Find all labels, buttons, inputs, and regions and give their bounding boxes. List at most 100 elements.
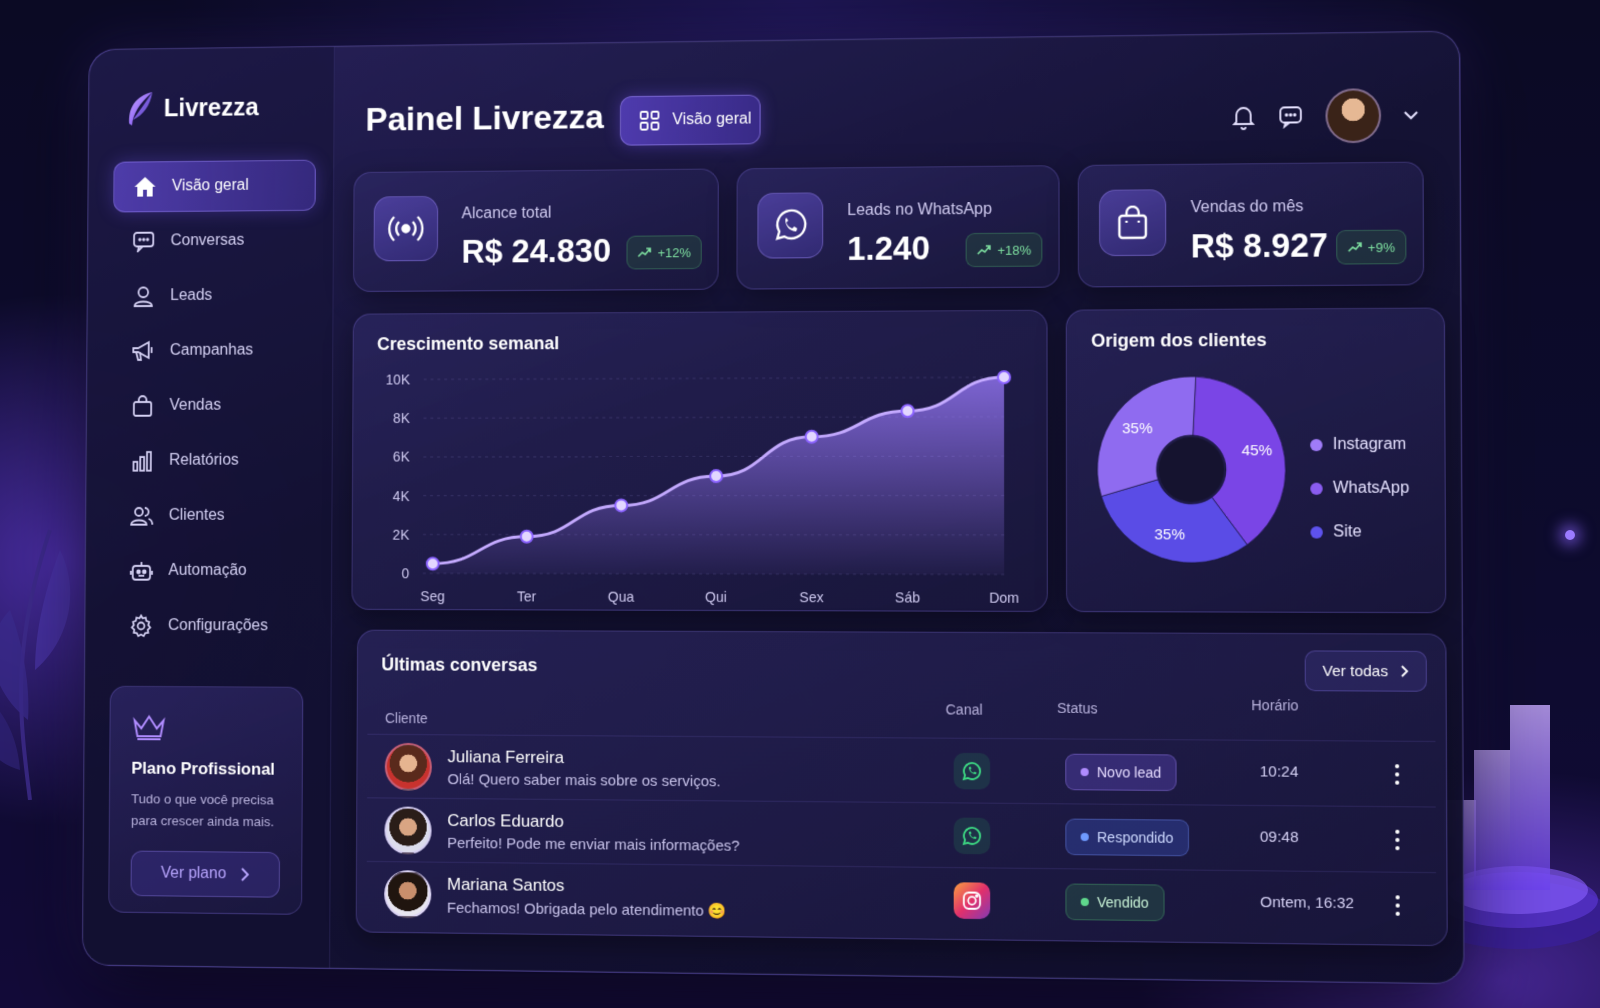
data-point	[902, 405, 914, 417]
trend-up-icon	[977, 244, 991, 256]
table-row[interactable]: Juliana Ferreira Olá! Quero saber mais s…	[367, 734, 1436, 807]
whatsapp-icon	[961, 760, 983, 782]
data-point	[710, 470, 722, 482]
sidebar-item-label: Vendas	[169, 397, 221, 415]
home-icon	[133, 176, 156, 198]
y-tick-label: 0	[402, 565, 410, 581]
message-time: 10:24	[1260, 763, 1299, 781]
chevron-right-icon	[240, 868, 250, 882]
sidebar-item-label: Automação	[168, 562, 246, 580]
weekly-growth-chart: 0 2K 4K 6K 8K 10K Seg Ter Qua Qui Sex Sáb Dom	[352, 311, 1048, 613]
table-row[interactable]: Mariana Santos Fechamos! Obrigada pelo a…	[366, 861, 1436, 938]
avatar	[385, 743, 432, 791]
column-header-canal: Canal	[946, 701, 983, 717]
header-actions	[1231, 88, 1418, 145]
see-plan-label: Ver plano	[161, 865, 227, 884]
sidebar-item-label: Visão geral	[172, 177, 249, 195]
table-row[interactable]: Carlos Eduardo Perfeito! Pode me enviar …	[367, 797, 1436, 872]
grid-icon	[639, 110, 661, 132]
x-tick-label: Seg	[420, 588, 444, 604]
sidebar: Livrezza Visão geral Conversas Leads Cam…	[83, 47, 335, 968]
chevron-right-icon	[1401, 665, 1409, 677]
feather-logo-icon	[125, 90, 154, 127]
legend-item-site: Site	[1310, 510, 1409, 554]
contact-message: Olá! Quero saber mais sobre os serviços.	[447, 771, 720, 790]
sidebar-item-leads[interactable]: Leads	[112, 270, 315, 322]
sidebar-item-relatorios[interactable]: Relatórios	[111, 435, 314, 486]
x-tick-label: Qua	[608, 588, 635, 604]
more-options-icon[interactable]	[1390, 891, 1405, 920]
plant-decoration	[0, 470, 80, 800]
sidebar-item-label: Conversas	[171, 232, 245, 250]
more-options-icon[interactable]	[1390, 760, 1405, 789]
sidebar-item-vendas[interactable]: Vendas	[112, 380, 315, 432]
data-point	[427, 558, 439, 570]
legend-swatch	[1310, 482, 1322, 494]
bag-icon	[1116, 205, 1149, 239]
gear-icon	[129, 614, 152, 638]
more-options-icon[interactable]	[1390, 826, 1405, 855]
see-all-button[interactable]: Ver todas	[1305, 650, 1427, 691]
user-avatar[interactable]	[1325, 88, 1381, 143]
chevron-down-icon[interactable]	[1404, 110, 1418, 120]
plan-description: Tudo o que você precisa para crescer ain…	[131, 788, 280, 832]
brand-name: Livrezza	[164, 93, 259, 122]
y-tick-label: 4K	[393, 488, 411, 504]
stat-card-vendas-mes: Vendas do mês R$ 8.927 +9%	[1078, 162, 1424, 288]
channel-badge	[954, 818, 990, 855]
brand[interactable]: Livrezza	[125, 89, 259, 128]
sidebar-item-label: Configurações	[168, 617, 268, 635]
stat-delta: +9%	[1368, 239, 1395, 254]
legend-swatch	[1310, 438, 1322, 450]
conversations-title: Últimas conversas	[381, 655, 537, 677]
status-badge: Vendido	[1065, 883, 1164, 921]
column-header-status: Status	[1057, 700, 1097, 716]
dashboard-window: Livrezza Visão geral Conversas Leads Cam…	[82, 31, 1465, 985]
message-time: Ontem, 16:32	[1260, 894, 1354, 912]
stat-card-alcance: Alcance total R$ 24.830 +12%	[353, 168, 719, 292]
pie-slice-label: 35%	[1154, 527, 1185, 543]
message-time: 09:48	[1260, 828, 1299, 846]
status-dot	[1081, 898, 1089, 906]
client-origin-chart: 45% 35% 35%	[1067, 350, 1303, 614]
sidebar-item-campanhas[interactable]: Campanhas	[112, 325, 315, 377]
stat-icon-box	[374, 196, 439, 262]
x-tick-label: Ter	[517, 588, 537, 604]
stat-value: 1.240	[847, 229, 930, 268]
sidebar-item-label: Leads	[170, 287, 212, 305]
contact-name: Juliana Ferreira	[448, 747, 564, 768]
see-all-label: Ver todas	[1323, 662, 1389, 680]
plan-card: Plano Profissional Tudo o que você preci…	[108, 686, 303, 915]
crown-icon	[132, 712, 167, 740]
data-point	[521, 531, 533, 543]
latest-conversations-card: Últimas conversas Ver todas Cliente Cana…	[356, 630, 1448, 947]
stat-icon-box	[1099, 189, 1166, 256]
channel-badge	[954, 753, 990, 790]
megaphone-icon	[131, 340, 154, 362]
see-plan-button[interactable]: Ver plano	[131, 851, 280, 898]
y-tick-label: 2K	[393, 526, 411, 542]
contact-message: Perfeito! Pode me enviar mais informaçõe…	[447, 835, 739, 855]
sidebar-item-visao-geral[interactable]: Visão geral	[113, 160, 316, 213]
sidebar-item-automacao[interactable]: Automação	[110, 545, 313, 597]
contact-message: Fechamos! Obrigada pelo atendimento 😊	[447, 899, 727, 920]
y-tick-label: 6K	[393, 449, 411, 465]
legend-item-whatsapp: WhatsApp	[1310, 466, 1409, 510]
overview-view-button[interactable]: Visão geral	[620, 95, 761, 146]
stat-icon-box	[757, 192, 823, 258]
pie-legend: Instagram WhatsApp Site	[1310, 423, 1409, 554]
instagram-icon	[961, 889, 983, 912]
bell-icon[interactable]	[1231, 104, 1256, 130]
gridline	[424, 377, 1008, 379]
sidebar-item-configuracoes[interactable]: Configurações	[110, 600, 313, 652]
sidebar-item-conversas[interactable]: Conversas	[113, 215, 316, 268]
x-tick-label: Dom	[989, 589, 1019, 605]
status-label: Novo lead	[1097, 764, 1161, 781]
channel-badge	[954, 882, 990, 919]
sidebar-item-clientes[interactable]: Clientes	[111, 490, 314, 541]
legend-label: WhatsApp	[1333, 479, 1409, 497]
stat-label: Vendas do mês	[1191, 198, 1304, 217]
pie-slice-label: 35%	[1122, 421, 1153, 437]
sidebar-item-label: Campanhas	[170, 342, 253, 360]
messages-icon[interactable]	[1278, 104, 1303, 128]
